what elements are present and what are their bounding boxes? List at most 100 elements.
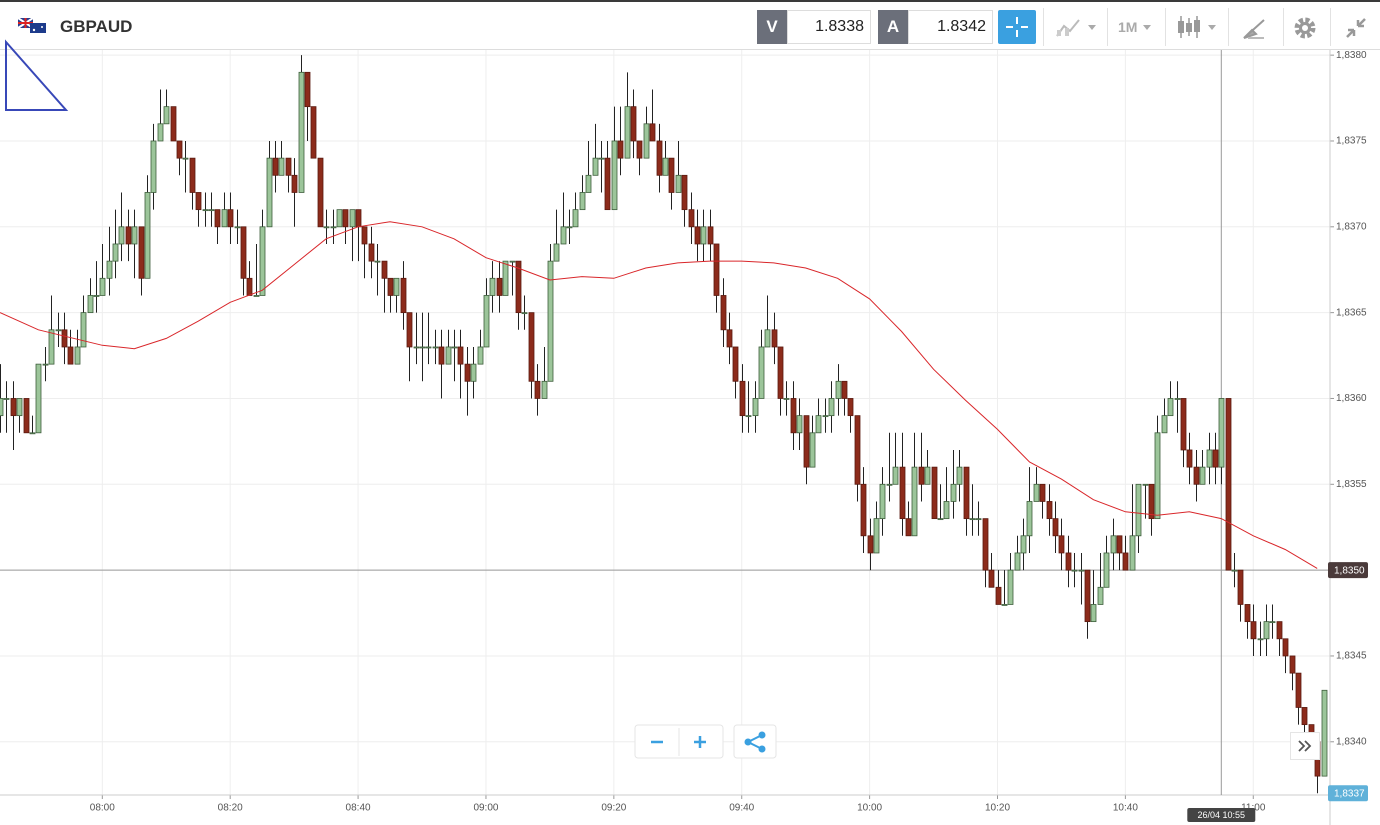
candle-body: [656, 140, 663, 176]
candle-body: [745, 415, 752, 418]
candle-body: [1193, 466, 1200, 485]
sell-label[interactable]: V: [757, 10, 787, 44]
candle-body: [534, 380, 541, 399]
candle-body: [387, 277, 394, 296]
candle-body: [361, 226, 368, 245]
candle-body: [67, 346, 74, 365]
candle-body: [176, 140, 183, 159]
settings-button[interactable]: [1293, 16, 1317, 40]
candle-body: [1026, 501, 1033, 537]
candle-body: [502, 260, 509, 296]
candle-body: [860, 483, 867, 537]
candle-body: [630, 106, 637, 142]
x-tick-label: 08:40: [346, 803, 371, 814]
candle-body: [624, 106, 631, 159]
candle-body: [1263, 621, 1270, 640]
x-tick-label: 10:20: [985, 803, 1010, 814]
y-tick-label: 1,8375: [1336, 136, 1367, 147]
candle-body: [1257, 638, 1264, 641]
price-tag: [1328, 562, 1368, 579]
candle-body: [0, 398, 4, 417]
candle-body: [61, 329, 68, 348]
candle-body: [406, 312, 413, 348]
candle-body: [1321, 689, 1328, 777]
y-tick-label: 1,8370: [1336, 221, 1367, 232]
zoom-in[interactable]: [694, 736, 706, 748]
candle-body: [585, 174, 592, 193]
candle-body: [739, 380, 746, 417]
candle-body: [668, 157, 675, 193]
share-button[interactable]: [744, 731, 766, 753]
indicators-button[interactable]: [1055, 16, 1100, 38]
candle-body: [240, 226, 247, 279]
chart-type-button[interactable]: [1176, 14, 1221, 40]
candle-body: [336, 209, 343, 228]
candle-body: [1001, 604, 1008, 606]
candle-body: [451, 346, 458, 349]
candle-body: [636, 140, 643, 159]
y-tick-label: 1,8355: [1336, 479, 1367, 490]
candle-body: [457, 346, 464, 365]
candle-body: [150, 140, 157, 193]
candle-body: [713, 243, 720, 296]
candle-body: [528, 312, 535, 382]
candle-body: [419, 346, 426, 349]
candle-body: [1103, 552, 1110, 588]
sell-price[interactable]: 1.8338: [787, 10, 871, 44]
y-tick-label: 1,8345: [1336, 651, 1367, 662]
crosshair-button[interactable]: [998, 10, 1036, 44]
drawing-triangle: [5, 39, 69, 111]
drawing-button[interactable]: [1242, 16, 1268, 40]
candle-body: [796, 415, 803, 434]
candle-body: [886, 483, 893, 486]
candle-body: [592, 157, 599, 176]
moving-average: [0, 221, 1318, 569]
buy-price[interactable]: 1.8342: [908, 10, 993, 44]
candle-body: [547, 260, 554, 382]
candle-body: [950, 483, 957, 502]
x-tick-label: 09:00: [473, 803, 498, 814]
candle-body: [55, 329, 62, 332]
candle-body: [1231, 569, 1238, 572]
candle-body: [752, 398, 759, 417]
candle-body: [611, 140, 618, 211]
scroll-right-button[interactable]: [1290, 732, 1320, 760]
candle-body: [1142, 483, 1149, 486]
collapse-button[interactable]: [1344, 16, 1368, 40]
y-tick-label: 1,8380: [1336, 50, 1367, 61]
candle-body: [330, 226, 337, 229]
candle-body: [445, 346, 452, 365]
candle-body: [1033, 483, 1040, 502]
candle-body: [720, 295, 727, 331]
buy-label[interactable]: A: [878, 10, 908, 44]
candle-body: [707, 226, 714, 245]
candle-body: [541, 380, 548, 399]
timeframe[interactable]: 1M: [1118, 19, 1138, 35]
candle-body: [1161, 415, 1168, 434]
x-tick-label: 10:40: [1113, 803, 1138, 814]
flag-icon: [18, 18, 46, 33]
candle-body: [138, 226, 145, 279]
candle-body: [995, 586, 1002, 605]
candle-body: [214, 209, 221, 228]
candle-body: [1097, 586, 1104, 605]
timeframe-arrow[interactable]: [1141, 16, 1155, 38]
candle-body: [413, 346, 420, 349]
candle-body: [87, 295, 94, 314]
candle-body: [10, 398, 17, 417]
divider: [1330, 8, 1331, 46]
candle-body: [1129, 535, 1136, 571]
candle-body: [521, 312, 528, 315]
candle-body: [291, 174, 298, 193]
candle-body: [23, 398, 30, 434]
candle-body: [758, 346, 765, 399]
candle-body: [1180, 398, 1187, 451]
candle-body: [918, 466, 925, 485]
candle-body: [988, 569, 995, 588]
candle-body: [1225, 398, 1232, 571]
candle-body: [675, 174, 682, 193]
candle-body: [477, 346, 484, 365]
candle-body: [579, 192, 586, 211]
candle-body: [202, 209, 209, 212]
candle-body: [899, 466, 906, 520]
